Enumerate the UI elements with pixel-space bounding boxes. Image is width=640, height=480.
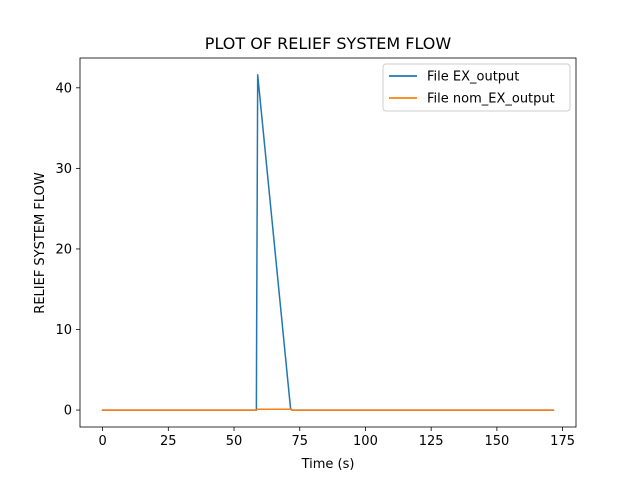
x-tick-label: 150 bbox=[484, 434, 509, 449]
y-axis-title: RELIEF SYSTEM FLOW bbox=[33, 172, 48, 314]
legend-box bbox=[382, 63, 571, 112]
plot-area: 0 25 50 75 100 125 150 175 0 10 20 30 40 bbox=[55, 57, 577, 449]
x-tick-label: 175 bbox=[550, 434, 575, 449]
y-tick-label: 10 bbox=[55, 323, 72, 338]
x-tick-label: 0 bbox=[98, 434, 106, 449]
chart-title: PLOT OF RELIEF SYSTEM FLOW bbox=[205, 34, 452, 53]
x-tick-label: 125 bbox=[419, 434, 444, 449]
y-tick-label: 20 bbox=[55, 242, 72, 257]
y-tick-label: 0 bbox=[64, 404, 72, 419]
x-tick-label: 25 bbox=[160, 434, 177, 449]
y-tick-label: 40 bbox=[55, 81, 72, 96]
y-tick-label: 30 bbox=[55, 162, 72, 177]
x-axis-title: Time (s) bbox=[301, 457, 355, 472]
legend: File EX_output File nom_EX_output bbox=[382, 63, 571, 112]
x-tick-label: 50 bbox=[226, 434, 243, 449]
legend-label-1: File EX_output bbox=[427, 70, 519, 85]
x-tick-label: 75 bbox=[291, 434, 308, 449]
axes-frame bbox=[79, 57, 577, 428]
legend-label-2: File nom_EX_output bbox=[427, 92, 555, 107]
series-line-2 bbox=[101, 408, 555, 411]
x-tick-label: 100 bbox=[353, 434, 378, 449]
